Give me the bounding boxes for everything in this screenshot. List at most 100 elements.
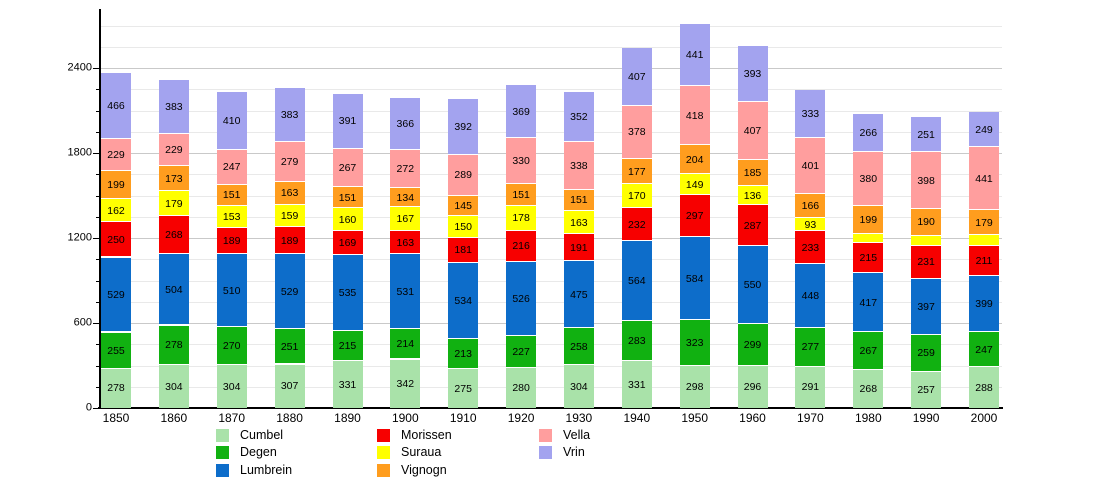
- bar-segment-vella: [679, 86, 710, 146]
- bar-segment-cumbel: [911, 371, 942, 408]
- bar-value-label: 342: [396, 377, 415, 390]
- bar-value-label: 173: [165, 172, 183, 185]
- bar-value-label: 179: [165, 197, 183, 210]
- bar-segment-cumbel: [101, 368, 131, 408]
- bar-value-label: 398: [917, 174, 935, 187]
- x-tick-label: 1900: [391, 411, 419, 425]
- bar-segment-lumbrein: [911, 278, 942, 335]
- bar-segment-vella: [563, 141, 594, 190]
- y-tick-mark: [96, 259, 100, 261]
- bar-value-label: 189: [280, 234, 299, 247]
- y-tick-mark: [96, 174, 100, 176]
- bar-value-label: 383: [165, 100, 183, 113]
- y-tick-mark: [93, 238, 100, 239]
- bar-segment-vignogn: [506, 184, 537, 206]
- x-tick-label: 1850: [102, 411, 130, 425]
- gridline: [101, 238, 1002, 239]
- legend-label-suraua: Suraua: [401, 445, 442, 460]
- bar-value-label: 393: [743, 68, 762, 81]
- bar-segment-degen: [853, 332, 884, 370]
- y-tick-mark: [93, 408, 100, 409]
- bar-value-label: 247: [975, 343, 993, 356]
- bar-segment-suraua: [506, 205, 537, 231]
- bar-value-label: 277: [801, 341, 820, 354]
- bar-segment-degen: [448, 338, 479, 370]
- gridline: [101, 174, 1002, 176]
- bar-segment-vella: [795, 137, 826, 195]
- bar-value-label: 169: [338, 236, 357, 249]
- bar-value-label: 330: [512, 155, 530, 168]
- bar-segment-vrin: [101, 72, 131, 139]
- bar-segment-morissen: [911, 245, 942, 279]
- bar-value-label: 378: [628, 126, 646, 139]
- bar-value-label: 229: [165, 144, 183, 157]
- bar-value-label: 278: [165, 339, 183, 352]
- bar-segment-cumbel: [679, 365, 710, 408]
- bar-segment-vella: [158, 133, 189, 167]
- x-tick-label: 1880: [276, 411, 303, 425]
- legend-label-cumbel: Cumbel: [240, 428, 284, 442]
- bar-segment-cumbel: [969, 367, 999, 408]
- bar-segment-lumbrein: [506, 261, 537, 337]
- bar-value-label: 160: [338, 213, 357, 226]
- legend-swatch-lumbrein: [216, 463, 229, 477]
- bar-value-label: 227: [512, 346, 530, 359]
- bar-segment-lumbrein: [795, 264, 826, 328]
- bar-value-label: 251: [917, 128, 935, 141]
- legend-swatch-suraua: [377, 446, 390, 460]
- legend-label-lumbrein: Lumbrein: [240, 462, 293, 477]
- bar-segment-vignogn: [795, 194, 826, 218]
- bar-value-label: 535: [338, 286, 357, 299]
- bar-value-label: 410: [222, 114, 241, 127]
- bar-segment-suraua: [679, 174, 710, 196]
- bar-value-label: 232: [628, 218, 646, 231]
- y-tick-mark: [96, 131, 100, 133]
- bar-segment-suraua: [216, 206, 247, 228]
- y-tick-mark: [93, 323, 100, 324]
- bar-segment-suraua: [274, 204, 305, 228]
- bar-segment-lumbrein: [853, 273, 884, 333]
- gridline: [101, 301, 1002, 303]
- bar-value-label: 134: [396, 191, 415, 204]
- bar-value-label: 214: [396, 338, 415, 351]
- bar-segment-cumbel: [563, 364, 594, 408]
- bar-value-label: 150: [454, 220, 472, 233]
- bar-segment-vignogn: [332, 186, 363, 209]
- bar-segment-vrin: [795, 90, 826, 138]
- bar-value-label: 215: [859, 251, 878, 264]
- bar-segment-vella: [911, 152, 942, 209]
- y-tick-mark: [96, 110, 100, 112]
- bar-value-label: 259: [917, 347, 935, 360]
- y-tick-mark: [96, 301, 100, 303]
- bar-value-label: 190: [917, 216, 935, 229]
- bar-segment-suraua: [853, 233, 884, 243]
- bar-segment-degen: [563, 328, 594, 365]
- bar-segment-vrin: [737, 46, 768, 102]
- legend-swatch-vella: [539, 429, 552, 442]
- bar-value-label: 331: [628, 378, 646, 391]
- bar-segment-vella: [216, 149, 247, 185]
- gridline: [101, 153, 1002, 154]
- y-tick-mark: [96, 344, 100, 346]
- gridline: [101, 365, 1002, 367]
- bar-segment-vella: [506, 137, 537, 185]
- bar-value-label: 526: [512, 292, 530, 305]
- x-tick-label: 1910: [449, 411, 477, 425]
- bar-value-label: 307: [280, 380, 299, 393]
- legend-label-vella: Vella: [563, 428, 591, 442]
- bar-segment-vrin: [969, 112, 999, 148]
- y-tick-mark: [96, 195, 100, 197]
- bar-segment-suraua: [737, 185, 768, 206]
- y-tick-label: 1200: [67, 231, 92, 244]
- gridline: [101, 386, 1002, 388]
- bar-segment-cumbel: [158, 364, 189, 408]
- bar-value-label: 162: [107, 204, 125, 217]
- y-tick-mark: [96, 280, 100, 282]
- bar-value-label: 189: [222, 235, 241, 247]
- bar-segment-lumbrein: [158, 254, 189, 326]
- y-tick-mark: [93, 68, 100, 69]
- bar-segment-vella: [853, 151, 884, 206]
- bar-value-label: 304: [165, 380, 183, 393]
- bar-value-label: 331: [338, 378, 357, 391]
